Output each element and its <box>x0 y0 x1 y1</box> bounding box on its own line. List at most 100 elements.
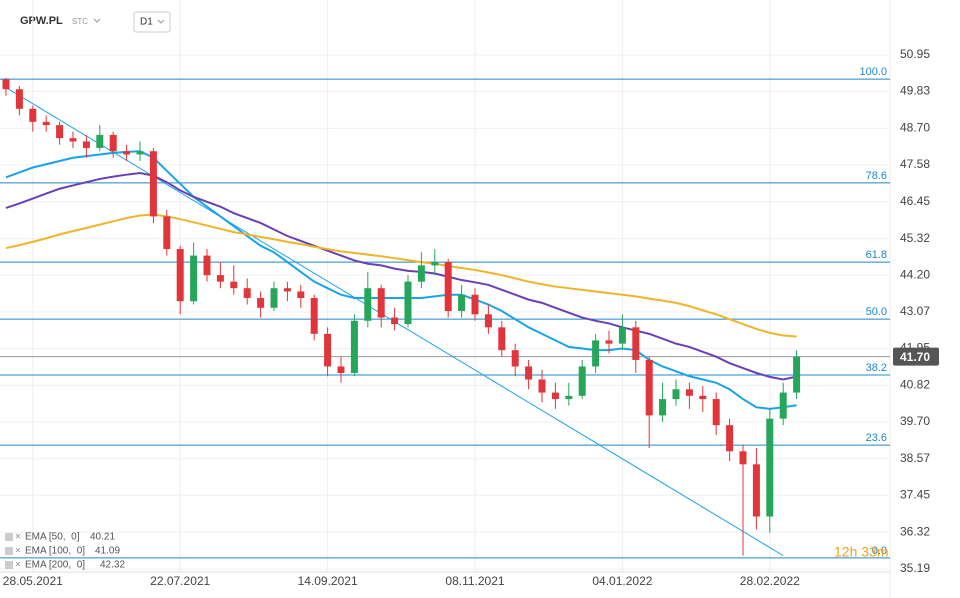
legend-value: 41.09 <box>95 546 120 557</box>
y-tick-label: 49.83 <box>900 84 930 98</box>
legend-value: 40.21 <box>90 532 115 543</box>
candle-body <box>377 288 385 318</box>
candle-body <box>123 151 131 155</box>
candle-body <box>82 141 90 148</box>
fib-label: 38.2 <box>866 362 887 374</box>
candle-body <box>29 108 37 122</box>
candle-body <box>257 297 265 308</box>
candle-body <box>699 395 707 400</box>
candle-body <box>136 151 144 155</box>
legend-name: EMA [200, 0] <box>25 560 85 571</box>
legend-close: × <box>15 546 21 557</box>
candle-body <box>270 288 278 308</box>
candle-body <box>739 451 747 465</box>
candle-body <box>15 89 23 109</box>
countdown: 12h 33m <box>834 544 888 560</box>
candle-body <box>618 327 626 344</box>
legend-icon <box>5 533 13 541</box>
current-price-label: 41.70 <box>900 350 930 364</box>
candle-body <box>283 288 291 292</box>
candle-body <box>324 333 332 367</box>
ema-line <box>5 172 797 381</box>
legend-icon <box>5 547 13 555</box>
y-tick-label: 44.20 <box>900 267 930 281</box>
candle-body <box>484 314 492 328</box>
candle-body <box>350 320 358 373</box>
candle-body <box>726 425 734 452</box>
interval[interactable]: D1 <box>140 17 153 28</box>
legend-icon <box>5 561 13 569</box>
candle-body <box>458 294 466 312</box>
y-tick-label: 48.70 <box>900 121 930 135</box>
candle-body <box>404 281 412 325</box>
candle-body <box>471 294 479 315</box>
fib-label: 61.8 <box>866 249 887 261</box>
candle-body <box>243 288 251 298</box>
candle-body <box>498 327 506 351</box>
candle-body <box>431 262 439 266</box>
candle-body <box>364 288 372 321</box>
legend-close: × <box>15 532 21 543</box>
legend-value: 42.32 <box>100 560 125 571</box>
candle-body <box>42 121 50 126</box>
candle-body <box>310 297 318 334</box>
candle-body <box>551 392 559 400</box>
candle-body <box>190 255 198 302</box>
y-tick-label: 40.82 <box>900 378 930 392</box>
fib-label: 0.0 <box>872 545 887 557</box>
x-tick-label: 14.09.2021 <box>298 574 358 588</box>
symbol: GPW.PL <box>20 15 63 27</box>
candle-body <box>685 389 693 396</box>
candle-body <box>444 262 452 312</box>
x-tick-label: 04.01.2022 <box>592 574 652 588</box>
candle-body <box>659 399 667 416</box>
candle-body <box>752 464 760 517</box>
y-tick-label: 38.57 <box>900 451 930 465</box>
candle-body <box>712 399 720 426</box>
candle-body <box>779 392 787 419</box>
candle-body <box>216 275 224 282</box>
y-tick-label: 39.70 <box>900 414 930 428</box>
candle-body <box>69 138 77 142</box>
candle-body <box>391 317 399 325</box>
candle-body <box>417 265 425 282</box>
legend-name: EMA [50, 0] <box>25 532 80 543</box>
candle-body <box>592 340 600 367</box>
y-tick-label: 36.32 <box>900 524 930 538</box>
y-tick-label: 46.45 <box>900 194 930 208</box>
x-tick-label: 28.05.2021 <box>3 574 63 588</box>
candle-body <box>605 340 613 344</box>
ema-line <box>5 213 797 338</box>
x-tick-label: 28.02.2022 <box>740 574 800 588</box>
current-price-box <box>893 347 939 366</box>
x-tick-label: 22.07.2021 <box>150 574 210 588</box>
candle-body <box>538 379 546 393</box>
candle-body <box>96 134 104 148</box>
market: STC <box>72 17 88 26</box>
candle-body <box>793 356 801 393</box>
candle-body <box>565 395 573 400</box>
y-tick-label: 43.07 <box>900 304 930 318</box>
candle-body <box>109 134 117 152</box>
dropdown-icon <box>157 19 165 24</box>
fib-label: 23.6 <box>866 432 887 444</box>
candle-body <box>230 281 238 289</box>
fib-label: 100.0 <box>859 66 887 78</box>
candle-body <box>645 359 653 416</box>
y-tick-label: 35.19 <box>900 561 930 575</box>
candle-body <box>297 291 305 298</box>
fib-label: 50.0 <box>866 306 887 318</box>
candle-body <box>632 327 640 360</box>
legend-close: × <box>15 560 21 571</box>
legend-name: EMA [100, 0] <box>25 546 85 557</box>
fib-label: 78.6 <box>866 170 887 182</box>
y-tick-label: 37.45 <box>900 487 930 501</box>
candle-body <box>176 249 184 302</box>
candle-body <box>56 125 64 139</box>
candle-body <box>163 216 171 250</box>
y-tick-label: 47.58 <box>900 157 930 171</box>
interval-selector[interactable] <box>133 11 171 33</box>
